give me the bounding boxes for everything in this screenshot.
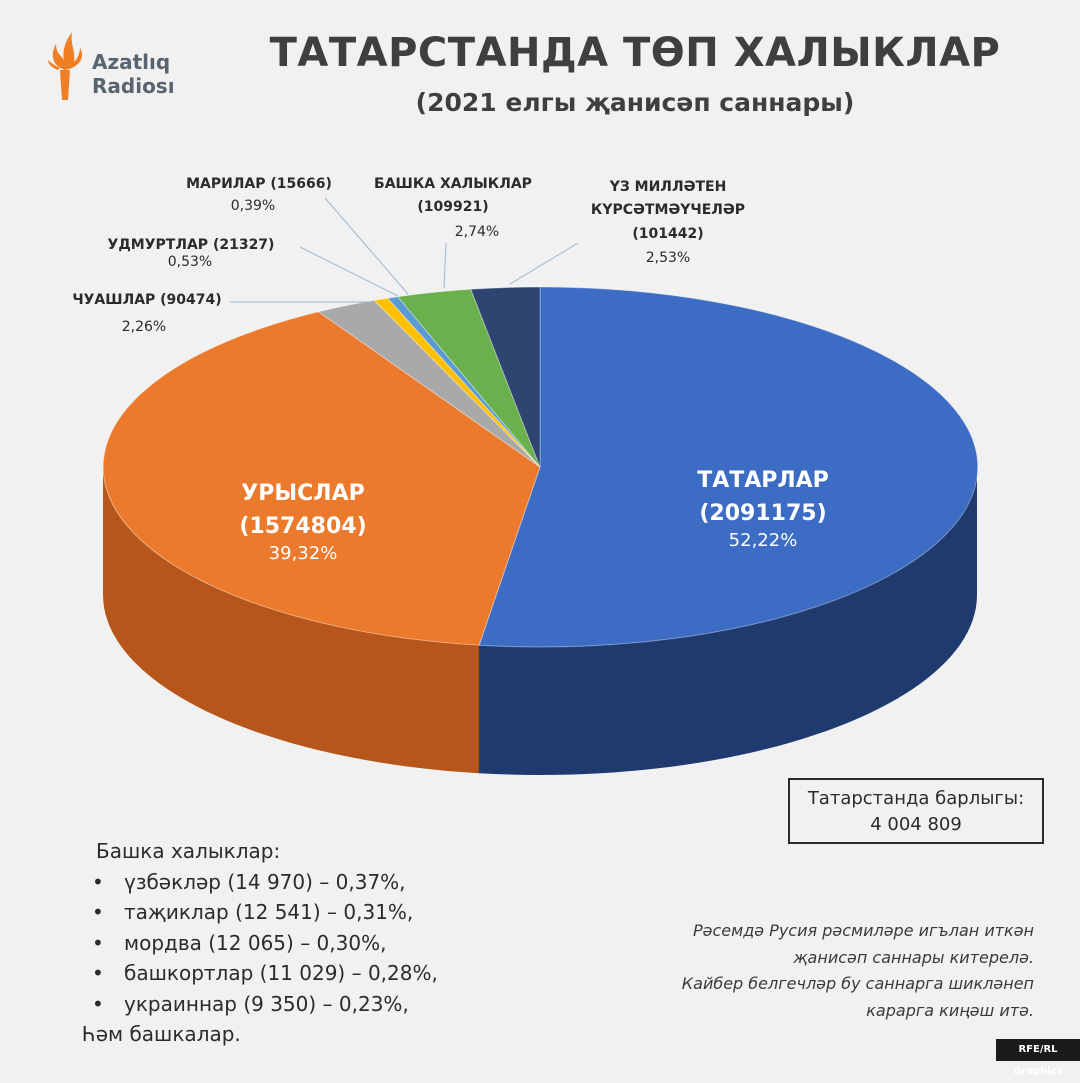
pie-slice-4 [386, 296, 541, 468]
label-unspecified-name: ҮЗ МИЛЛӘТЕН [609, 179, 727, 195]
pie-slice-3 [373, 297, 541, 468]
leader-line-3 [443, 242, 447, 289]
label-unspecified-percent: 2,53% [646, 250, 690, 266]
list-item: башкортлар (11 029) – 0,28%, [92, 958, 616, 989]
pie-side-1 [103, 467, 480, 774]
label-tatars-name: ТАТАРЛАР [697, 468, 829, 493]
label-udmurt-name: УДМУРТЛАР (21327) [108, 237, 275, 253]
label-russians-count: (1574804) [239, 514, 366, 539]
torch-icon [48, 32, 83, 100]
chart-subtitle: (2021 елгы җанисәп саннары) [415, 88, 855, 117]
leader-line-4 [509, 242, 579, 285]
label-other-name: БАШКА ХАЛЫКЛАР [374, 176, 532, 192]
label-unspecified-count: (101442) [632, 226, 703, 242]
pie-slice-5 [396, 288, 541, 468]
total-value: 4 004 809 [870, 814, 962, 835]
list-item: таҗиклар (12 541) – 0,31%, [92, 897, 616, 928]
disclaimer-line: Кайбер белгечләр бу саннарга шикләнеп [681, 974, 1034, 993]
pie-slice-2 [317, 299, 541, 468]
leader-line-2 [324, 197, 409, 295]
label-other-count: (109921) [417, 199, 488, 215]
other-peoples-heading: Башка халыклар: [96, 839, 281, 863]
pie-chart: ТАТАРЛАР (2091175) 52,22% УРЫСЛАР (1574804) 3… [72, 176, 979, 775]
pie-labels: ТАТАРЛАР (2091175) 52,22% УРЫСЛАР (1574804) 3… [72, 176, 828, 564]
pie-slice-1 [102, 311, 541, 646]
total-label: Татарстанда барлыгы: [807, 788, 1025, 809]
label-mari-name: МАРИЛАР (15666) [186, 176, 332, 192]
label-tatars-percent: 52,22% [729, 530, 798, 551]
logo-line-2: Radiosı [92, 74, 175, 98]
label-tatars-count: (2091175) [699, 501, 826, 526]
label-unspecified-name2: КҮРСӘТМӘҮЧЕЛӘР [591, 202, 745, 218]
label-chuvash-percent: 2,26% [122, 319, 166, 335]
chart-title: ТАТАРСТАНДА ТӨП ХАЛЫКЛАР [269, 30, 1001, 76]
leader-line-1 [299, 246, 399, 297]
pie-slice-6 [470, 286, 541, 468]
label-other-percent: 2,74% [455, 224, 499, 240]
other-peoples-list: Башка халыклар: үзбәкләр (14 970) – 0,37… [82, 836, 616, 1050]
total-box: Татарстанда барлыгы: 4 004 809 [788, 778, 1044, 844]
other-peoples-footer: Һәм башкалар. [82, 1022, 241, 1046]
credit: RFE/RL Graphics [996, 1039, 1080, 1077]
disclaimer-line: Рәсемдә Русия рәсмиләре игълан иткән [692, 921, 1034, 940]
label-russians-percent: 39,32% [269, 543, 338, 564]
label-udmurt-percent: 0,53% [168, 254, 212, 270]
list-item: украиннар (9 350) – 0,23%, [92, 989, 616, 1020]
label-russians-name: УРЫСЛАР [241, 481, 364, 506]
pie-slice-0 [478, 286, 979, 648]
pie-sides [103, 467, 977, 775]
pie-side-0 [479, 467, 977, 775]
list-item: үзбәкләр (14 970) – 0,37%, [92, 867, 616, 898]
label-chuvash-name: ЧУАШЛАР (90474) [72, 292, 221, 308]
pie-tops [102, 286, 979, 648]
label-mari-percent: 0,39% [231, 198, 275, 214]
list-item: мордва (12 065) – 0,30%, [92, 928, 616, 959]
logo: Azatlıq Radiosı [42, 30, 192, 110]
logo-line-1: Azatlıq [92, 50, 171, 74]
disclaimer: Рәсемдә Русия рәсмиләре игълан иткән җан… [614, 918, 1034, 1024]
disclaimer-line: карарга киңәш итә. [866, 1000, 1034, 1020]
disclaimer-line: җанисәп саннары китерелә. [793, 947, 1034, 967]
